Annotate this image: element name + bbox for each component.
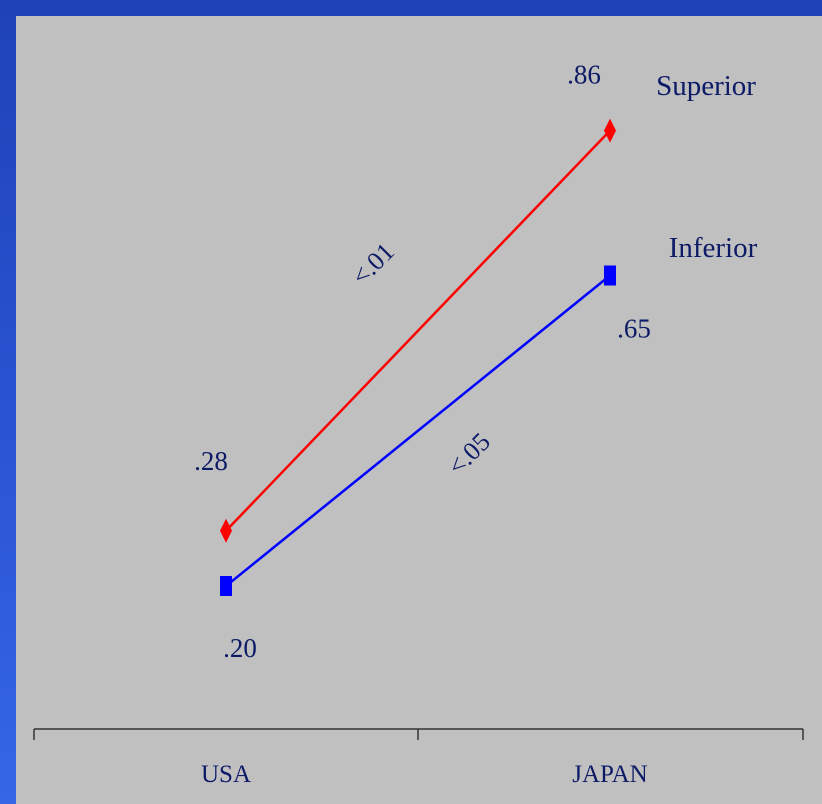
data-label: .86 <box>567 60 601 90</box>
series-line-inferior <box>225 274 611 587</box>
data-label: .28 <box>194 446 228 476</box>
x-axis: USA JAPAN <box>33 728 804 788</box>
chart-panel <box>16 16 822 804</box>
series-layer <box>220 118 616 596</box>
series-line-superior <box>225 129 611 532</box>
data-label: .20 <box>223 633 257 663</box>
x-tick-label: JAPAN <box>572 761 648 788</box>
series-label: Superior <box>656 70 756 102</box>
data-point-inferior <box>220 576 232 596</box>
data-point-inferior <box>604 265 616 286</box>
data-label: .65 <box>617 314 651 344</box>
significance-annotation: <.05 <box>442 427 496 481</box>
label-layer: .28 .86 .20 .65 Superior Inferior <.01 <.05 <box>194 60 757 663</box>
x-tick-label: USA <box>201 761 251 788</box>
series-label: Inferior <box>669 232 758 264</box>
data-point-superior <box>220 518 232 543</box>
data-point-superior <box>604 118 616 143</box>
significance-annotation: <.01 <box>346 237 400 291</box>
